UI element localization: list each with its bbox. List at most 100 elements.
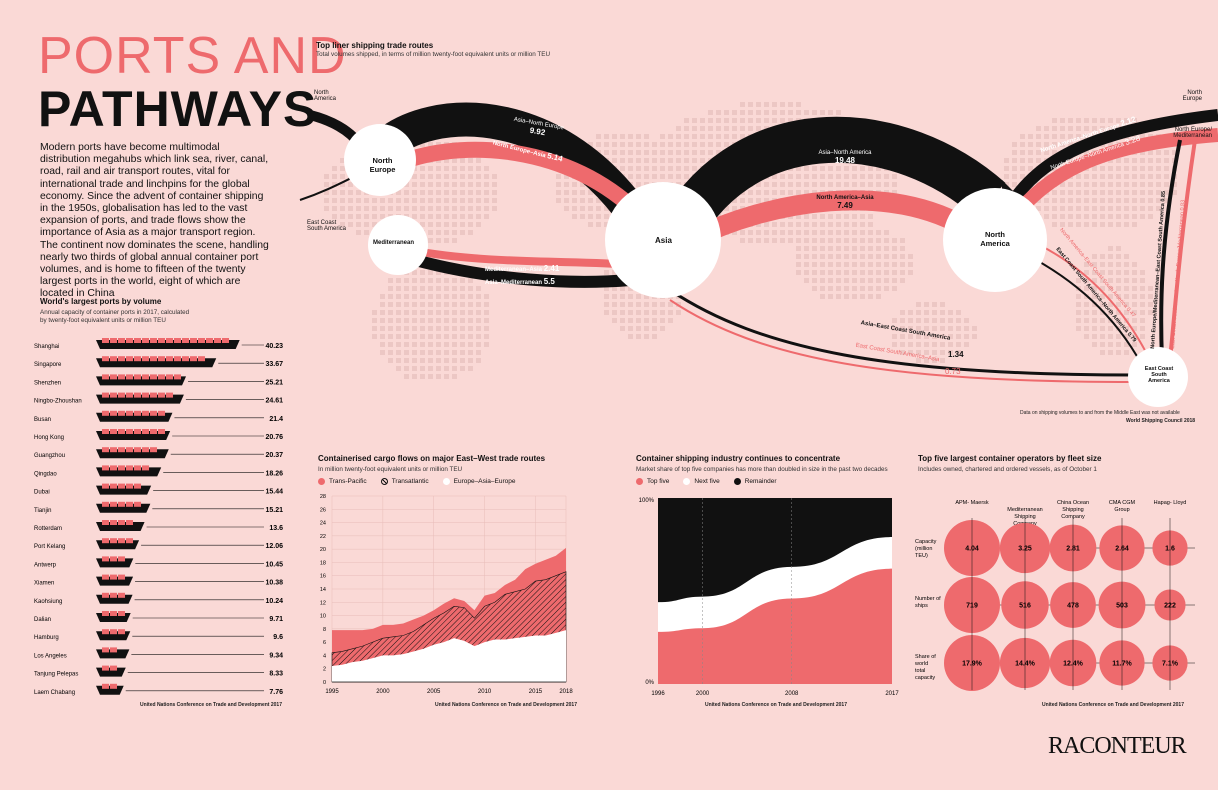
map-dot [1164,166,1169,171]
map-dot [1084,206,1089,211]
cargo-subtitle: In million twenty-foot equivalent units … [318,466,463,473]
port-container [118,538,125,544]
map-dot [1156,174,1161,179]
map-dot [1124,326,1129,331]
map-dot [572,182,577,187]
map-dot [1140,134,1145,139]
map-dot [1012,182,1017,187]
map-dot [884,238,889,243]
map-dot [1148,214,1153,219]
map-dot [324,198,329,203]
map-dot [668,318,673,323]
map-dot [788,222,793,227]
map-dot [724,206,729,211]
port-container [190,338,197,343]
routes-subtitle: Total volumes shipped, in terms of milli… [316,51,551,58]
map-dot [1140,182,1145,187]
map-dot [924,350,929,355]
map-dot [948,350,953,355]
map-dot [404,182,409,187]
port-name: Singapore [34,362,62,368]
map-dot [1100,206,1105,211]
map-dot [836,286,841,291]
map-dot [1132,190,1137,195]
y-tick: 14 [320,587,326,593]
map-dot [668,142,673,147]
y-tick: 22 [320,534,326,540]
map-dot [476,174,481,179]
flow-asia-mediterranean [413,254,631,288]
map-dot [780,182,785,187]
map-dot [484,190,489,195]
map-dot [1156,182,1161,187]
map-dot [972,334,977,339]
legend-swatch [636,478,643,485]
map-dot [404,278,409,283]
y-tick: 6 [323,640,326,646]
map-dot [460,230,465,235]
map-dot [388,358,393,363]
map-dot [868,278,873,283]
map-dot [1068,198,1073,203]
map-dot [796,246,801,251]
map-dot [380,310,385,315]
map-dot [460,334,465,339]
map-dot [756,182,761,187]
map-dot [660,134,665,139]
map-dot [1140,318,1145,323]
port-container [150,374,157,380]
map-dot [460,318,465,323]
map-dot [460,302,465,307]
concentrate-subtitle: Market share of top five companies has m… [636,466,888,473]
map-dot [644,166,649,171]
port-container [166,356,173,362]
map-dot [468,166,473,171]
port-container [158,338,165,343]
map-dot [820,110,825,115]
x-tick: 2017 [885,691,899,697]
map-dot [1164,158,1169,163]
map-dot [756,102,761,107]
map-dot [412,366,417,371]
map-dot [588,222,593,227]
map-dot [812,190,817,195]
operators-chart: APM- MaerskMediterraneanShippingCompanyC… [914,500,1195,691]
port-container [110,556,117,562]
port-value: 8.33 [269,671,283,678]
row-label: TEU) [915,553,928,559]
map-dot [1124,166,1129,171]
map-dot [1052,126,1057,131]
operator-value: 4.04 [965,546,979,553]
port-value: 40.23 [265,343,283,350]
map-dot [748,190,753,195]
map-dot [884,182,889,187]
map-dot [1124,270,1129,275]
map-dot [716,134,721,139]
y-tick: 10 [320,614,326,620]
map-dot [716,126,721,131]
map-dot [868,182,873,187]
port-container [102,574,109,580]
map-dot [964,334,969,339]
map-dot [956,334,961,339]
map-dot [1084,334,1089,339]
map-dot [596,214,601,219]
map-dot [908,342,913,347]
map-dot [1092,166,1097,171]
y-tick: 16 [320,574,326,580]
map-dot [668,166,673,171]
map-dot [436,366,441,371]
map-dot [828,222,833,227]
map-dot [1124,286,1129,291]
map-dot [916,358,921,363]
map-dot [780,222,785,227]
port-container [126,501,133,507]
map-dot [380,342,385,347]
map-dot [452,278,457,283]
map-dot [1124,158,1129,163]
map-dot [404,318,409,323]
map-dot [868,254,873,259]
routes-title: Top liner shipping trade routes [316,41,434,50]
map-dot [1060,198,1065,203]
port-container [150,392,157,398]
